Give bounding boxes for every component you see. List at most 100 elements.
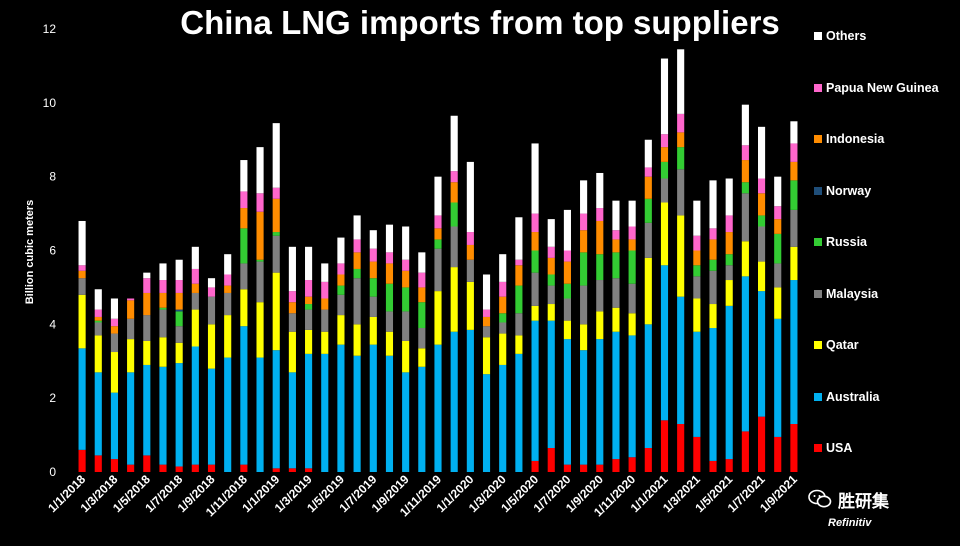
bar-stack bbox=[450, 115, 458, 472]
bar-segment bbox=[790, 246, 798, 281]
legend-label: Qatar bbox=[826, 338, 859, 352]
legend-item: Others bbox=[814, 26, 866, 46]
bar-segment bbox=[515, 335, 523, 354]
y-tick-label: 4 bbox=[49, 317, 56, 331]
bar-segment bbox=[677, 296, 685, 425]
bar-segment bbox=[482, 374, 491, 472]
legend-swatch bbox=[814, 186, 822, 195]
bar-segment bbox=[434, 344, 442, 472]
bar-segment bbox=[547, 448, 555, 472]
bar-segment bbox=[272, 350, 280, 469]
bar-segment bbox=[110, 298, 119, 319]
bar-segment bbox=[288, 291, 296, 303]
bar-segment bbox=[78, 278, 86, 295]
bar-stack bbox=[482, 274, 491, 472]
bar-stack bbox=[531, 143, 539, 472]
bar-segment bbox=[434, 248, 442, 292]
bar-segment bbox=[207, 324, 216, 369]
bar-stack bbox=[78, 220, 86, 472]
bar-segment bbox=[94, 372, 102, 456]
bar-segment bbox=[175, 342, 183, 364]
bar-segment bbox=[369, 248, 377, 262]
bar-segment bbox=[580, 464, 588, 472]
legend-swatch bbox=[814, 83, 822, 92]
bar-segment bbox=[94, 320, 102, 323]
bar-segment bbox=[240, 191, 248, 209]
legend-label: Papua New Guinea bbox=[826, 80, 939, 95]
bar-segment bbox=[741, 276, 749, 432]
bar-segment bbox=[191, 464, 199, 472]
bar-segment bbox=[628, 239, 636, 251]
bar-segment bbox=[305, 309, 313, 330]
bar-segment bbox=[305, 246, 313, 281]
bar-segment bbox=[709, 180, 717, 229]
bar-segment bbox=[741, 145, 749, 161]
bar-segment bbox=[143, 364, 151, 456]
bar-segment bbox=[110, 392, 119, 460]
bar-segment bbox=[288, 302, 296, 314]
bar-stack bbox=[127, 298, 135, 472]
bar-segment bbox=[127, 318, 135, 340]
bar-segment bbox=[78, 294, 86, 349]
bar-segment bbox=[547, 320, 555, 448]
bar-stack bbox=[256, 147, 264, 472]
bar-segment bbox=[353, 215, 361, 240]
bar-segment bbox=[272, 232, 280, 236]
legend-item: Russia bbox=[814, 232, 867, 252]
bar-segment bbox=[531, 250, 539, 273]
bar-segment bbox=[191, 346, 199, 465]
bar-segment bbox=[580, 324, 588, 351]
bar-segment bbox=[175, 311, 183, 327]
bar-segment bbox=[531, 143, 539, 214]
bar-segment bbox=[612, 278, 620, 308]
legend-swatch bbox=[814, 341, 822, 349]
bar-segment bbox=[402, 340, 410, 373]
bar-segment bbox=[774, 176, 782, 207]
bar-segment bbox=[741, 241, 749, 277]
bar-segment bbox=[677, 132, 685, 148]
legend-item: Indonesia bbox=[814, 129, 884, 149]
legend-swatch bbox=[814, 392, 822, 401]
bar-segment bbox=[644, 139, 652, 168]
bar-segment bbox=[499, 364, 507, 472]
bar-segment bbox=[175, 326, 183, 343]
bar-segment bbox=[758, 291, 766, 417]
bar-segment bbox=[110, 333, 119, 353]
bar-segment bbox=[240, 326, 248, 465]
bar-segment bbox=[547, 257, 555, 275]
bar-stack bbox=[547, 219, 555, 472]
bar-stack bbox=[337, 237, 345, 472]
bar-stack bbox=[110, 298, 119, 472]
y-tick-label: 0 bbox=[49, 465, 56, 479]
bar-stack bbox=[159, 263, 167, 472]
bar-stack bbox=[725, 178, 733, 472]
bar-segment bbox=[482, 274, 491, 310]
bar-segment bbox=[580, 350, 588, 465]
bar-segment bbox=[143, 455, 151, 472]
bar-stack bbox=[774, 176, 782, 472]
bar-segment bbox=[272, 235, 280, 273]
bar-segment bbox=[628, 226, 636, 240]
bar-segment bbox=[547, 304, 555, 321]
bar-segment bbox=[596, 339, 604, 465]
bar-segment bbox=[321, 281, 329, 299]
bar-segment bbox=[94, 322, 102, 336]
bar-segment bbox=[693, 265, 701, 277]
bar-segment bbox=[709, 460, 717, 472]
bar-segment bbox=[741, 431, 749, 472]
bar-segment bbox=[240, 263, 248, 290]
bar-segment bbox=[175, 292, 183, 310]
bar-segment bbox=[240, 160, 248, 192]
bar-segment bbox=[288, 331, 296, 373]
bar-segment bbox=[175, 466, 183, 472]
bar-segment bbox=[272, 468, 280, 472]
bar-segment bbox=[580, 213, 588, 231]
bar-segment bbox=[288, 468, 296, 472]
bar-segment bbox=[499, 322, 507, 334]
bar-stack bbox=[563, 209, 571, 472]
bar-segment bbox=[385, 224, 394, 253]
bar-segment bbox=[256, 302, 264, 358]
y-axis-ticks: 0 2 4 6 8 10 12 bbox=[43, 22, 57, 479]
bar-segment bbox=[256, 193, 264, 212]
bar-segment bbox=[402, 287, 410, 312]
